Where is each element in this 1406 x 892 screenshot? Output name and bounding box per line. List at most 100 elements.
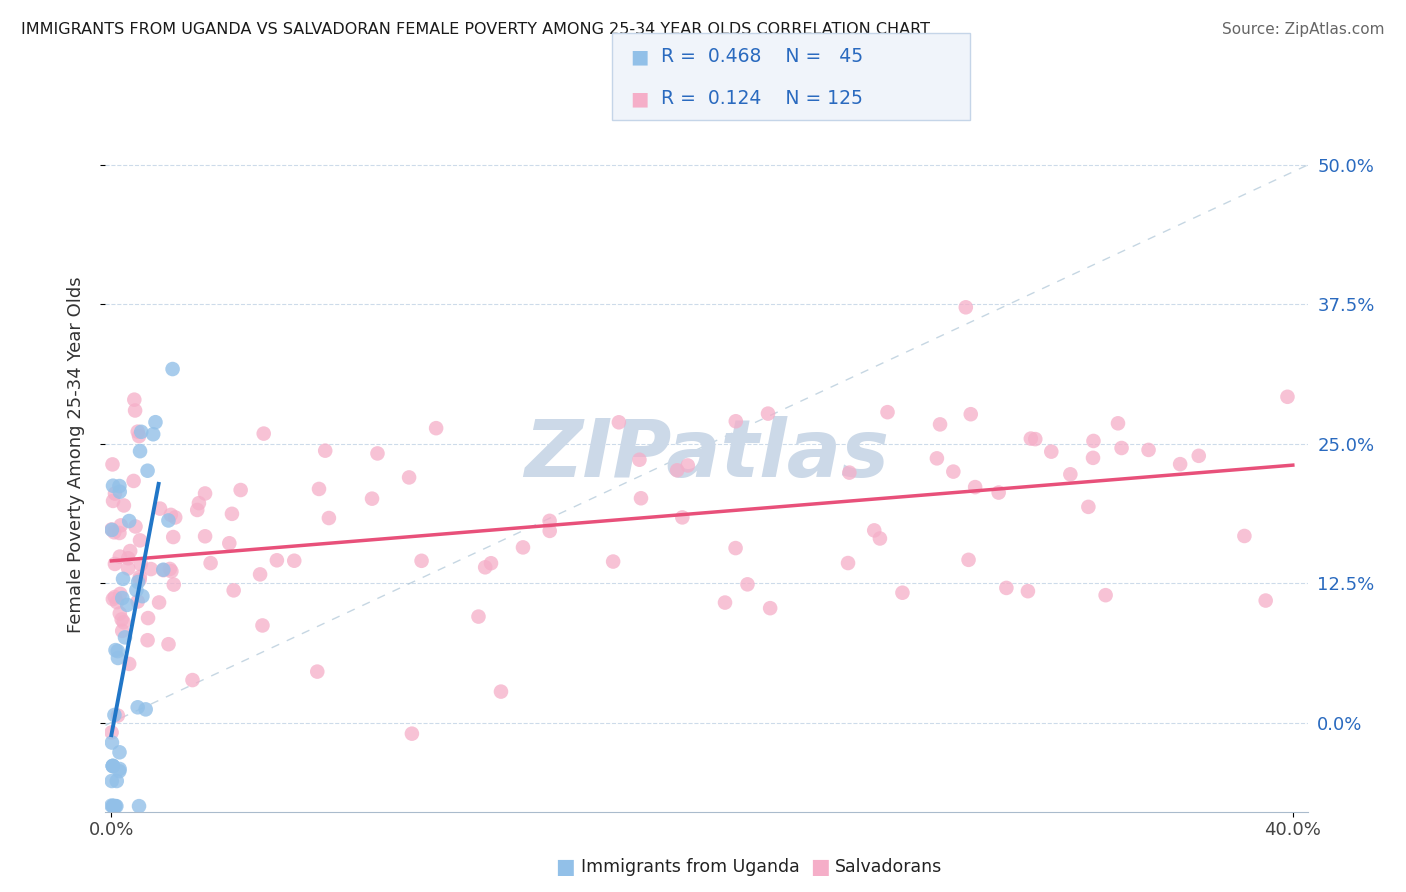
Point [1277, 390, 1299, 404]
Point [129, 558, 152, 572]
Point [100, 523, 122, 537]
Point [112, 615, 135, 630]
Point [666, 463, 689, 477]
Point [148, 595, 170, 609]
Point [149, 501, 172, 516]
Point [162, 530, 184, 544]
Point [965, 480, 987, 494]
Point [128, 429, 150, 443]
Point [929, 417, 952, 432]
Point [160, 508, 183, 522]
Text: ■: ■ [555, 857, 575, 877]
Text: ■: ■ [630, 47, 648, 66]
Point [101, 759, 124, 773]
Point [105, 799, 128, 814]
Point [103, 799, 125, 814]
Point [1111, 441, 1133, 455]
Point [127, 425, 149, 439]
Point [108, 526, 131, 541]
Point [398, 470, 420, 484]
Point [101, 592, 124, 607]
Point [103, 799, 125, 814]
Point [124, 519, 146, 533]
Point [876, 405, 898, 419]
Point [361, 491, 384, 506]
Point [101, 479, 124, 493]
Point [283, 554, 305, 568]
Point [136, 611, 159, 625]
Point [105, 774, 128, 789]
Point [101, 494, 124, 508]
Point [124, 403, 146, 417]
Point [125, 583, 148, 598]
Point [162, 362, 184, 376]
Point [127, 575, 149, 590]
Point [1024, 432, 1046, 446]
Text: ZIPatlas: ZIPatlas [524, 416, 889, 494]
Point [925, 451, 948, 466]
Point [117, 561, 139, 575]
Point [104, 799, 127, 814]
Point [111, 612, 134, 626]
Point [165, 510, 187, 524]
Text: IMMIGRANTS FROM UGANDA VS SALVADORAN FEMALE POVERTY AMONG 25-34 YEAR OLDS CORREL: IMMIGRANTS FROM UGANDA VS SALVADORAN FEM… [21, 22, 931, 37]
Point [676, 458, 699, 473]
Point [308, 482, 330, 496]
Point [107, 708, 129, 723]
Point [538, 524, 561, 538]
Point [759, 601, 782, 615]
Point [103, 799, 125, 814]
Point [104, 486, 127, 500]
Point [108, 745, 131, 759]
Point [266, 553, 288, 567]
Text: Salvadorans: Salvadorans [835, 858, 942, 876]
Point [229, 483, 252, 497]
Point [129, 425, 152, 439]
Point [159, 562, 181, 576]
Point [863, 524, 886, 538]
Point [129, 444, 152, 458]
Point [135, 702, 157, 716]
Point [128, 570, 150, 584]
Point [101, 759, 124, 773]
Point [128, 799, 150, 814]
Point [194, 486, 217, 500]
Point [756, 407, 779, 421]
Point [474, 560, 496, 574]
Point [157, 637, 180, 651]
Point [1107, 417, 1129, 431]
Point [995, 581, 1018, 595]
Point [1019, 432, 1042, 446]
Point [538, 514, 561, 528]
Point [118, 514, 141, 528]
Point [942, 465, 965, 479]
Point [221, 507, 243, 521]
Point [108, 479, 131, 493]
Point [891, 585, 914, 599]
Point [142, 427, 165, 442]
Point [117, 551, 139, 566]
Point [118, 657, 141, 671]
Point [104, 643, 127, 657]
Point [139, 562, 162, 576]
Point [467, 609, 489, 624]
Point [607, 415, 630, 429]
Point [218, 536, 240, 550]
Point [120, 544, 142, 558]
Point [127, 700, 149, 714]
Point [136, 633, 159, 648]
Point [737, 577, 759, 591]
Point [252, 618, 274, 632]
Point [411, 554, 433, 568]
Point [100, 725, 122, 739]
Point [115, 598, 138, 612]
Point [101, 759, 124, 773]
Point [987, 485, 1010, 500]
Point [512, 541, 534, 555]
Point [671, 510, 693, 524]
Point [157, 513, 180, 527]
Point [186, 503, 208, 517]
Point [959, 407, 981, 421]
Text: R =  0.124    N = 125: R = 0.124 N = 125 [661, 89, 863, 108]
Point [111, 572, 134, 586]
